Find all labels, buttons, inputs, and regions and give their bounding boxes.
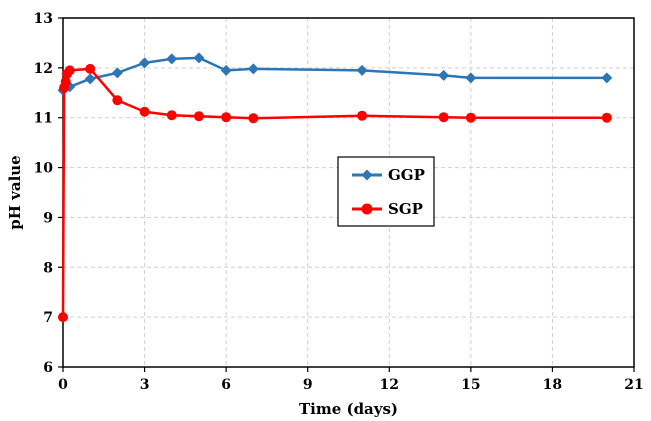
legend-label-ggp: GGP bbox=[388, 166, 425, 184]
y-tick-label: 9 bbox=[43, 210, 53, 226]
data-point-ggp bbox=[220, 64, 232, 76]
x-tick-label: 6 bbox=[221, 377, 231, 393]
data-point-sgp bbox=[58, 312, 68, 323]
x-tick-label: 3 bbox=[140, 377, 150, 393]
data-point-ggp bbox=[166, 53, 178, 65]
x-tick-label: 0 bbox=[58, 377, 68, 393]
x-tick-label: 15 bbox=[461, 377, 480, 393]
data-point-sgp bbox=[465, 112, 476, 123]
y-tick-label: 8 bbox=[43, 260, 53, 276]
data-point-ggp bbox=[601, 72, 613, 84]
data-point-ggp bbox=[193, 52, 205, 64]
legend-box bbox=[337, 156, 435, 227]
series-group bbox=[57, 52, 613, 323]
data-point-sgp bbox=[438, 112, 449, 123]
legend-label-sgp: SGP bbox=[388, 200, 423, 218]
data-point-sgp bbox=[85, 63, 96, 74]
y-tick-label: 12 bbox=[34, 61, 53, 77]
data-point-sgp bbox=[60, 76, 71, 87]
data-point-ggp bbox=[465, 72, 477, 84]
data-point-ggp bbox=[139, 57, 151, 69]
data-point-sgp bbox=[221, 112, 232, 123]
x-tick-label: 12 bbox=[380, 377, 399, 393]
data-point-sgp bbox=[357, 110, 368, 121]
data-point-ggp bbox=[356, 64, 368, 76]
data-point-sgp bbox=[193, 111, 204, 122]
x-tick-label: 21 bbox=[624, 377, 643, 393]
y-tick-label: 6 bbox=[43, 360, 53, 376]
y-axis-title: pH value bbox=[6, 155, 24, 229]
data-point-sgp bbox=[248, 113, 259, 124]
legend-marker-ggp bbox=[361, 169, 373, 181]
data-point-ggp bbox=[84, 73, 96, 85]
data-point-sgp bbox=[601, 112, 612, 123]
y-tick-label: 13 bbox=[34, 11, 53, 27]
legend-marker-sgp bbox=[361, 203, 373, 215]
data-point-sgp bbox=[166, 110, 177, 121]
data-point-sgp bbox=[64, 65, 75, 76]
gridlines bbox=[63, 18, 634, 367]
x-axis-title: Time (days) bbox=[299, 400, 398, 418]
x-tick-label: 18 bbox=[543, 377, 562, 393]
x-tick-label: 9 bbox=[303, 377, 313, 393]
data-point-sgp bbox=[139, 106, 150, 117]
y-tick-label: 11 bbox=[34, 111, 53, 127]
data-point-ggp bbox=[247, 63, 259, 75]
legend: GGP SGP bbox=[337, 156, 435, 227]
data-point-ggp bbox=[438, 69, 450, 81]
y-tick-label: 7 bbox=[43, 310, 53, 326]
y-tick-label: 10 bbox=[34, 161, 54, 177]
data-point-ggp bbox=[111, 67, 123, 79]
data-point-sgp bbox=[112, 95, 123, 106]
